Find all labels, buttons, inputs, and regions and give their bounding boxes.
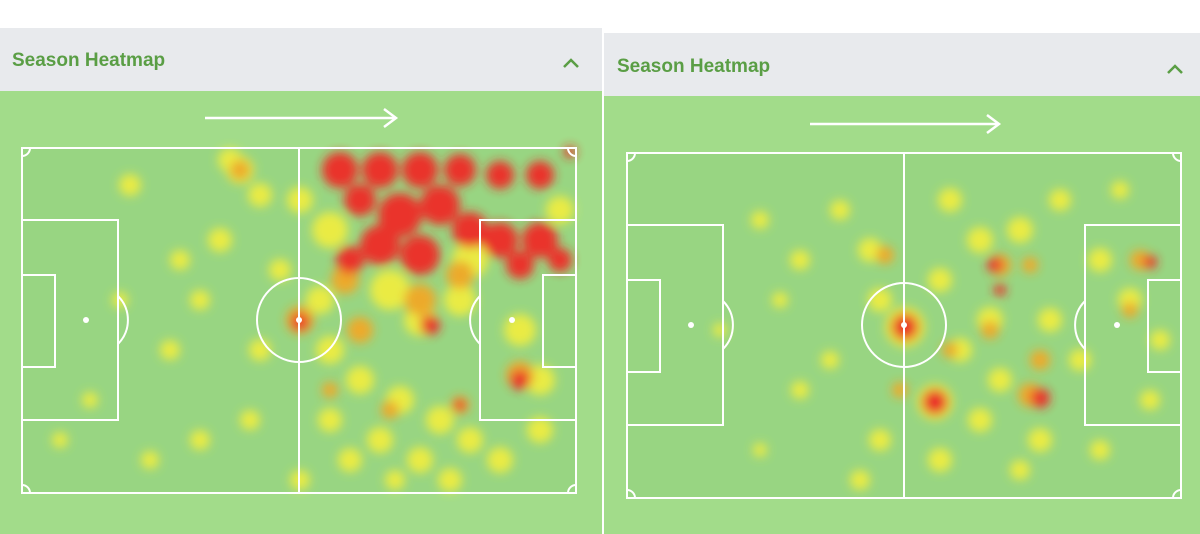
attack-direction-arrow — [810, 114, 1002, 134]
panel-title: Season Heatmap — [12, 50, 165, 71]
panel: Season Heatmap — [604, 33, 1200, 534]
collapse-chevron[interactable] — [563, 58, 579, 68]
panel-header — [0, 28, 602, 91]
collapse-chevron[interactable] — [1167, 64, 1183, 74]
panel: Season Heatmap — [0, 28, 602, 534]
panel-header — [604, 33, 1200, 96]
panel-title: Season Heatmap — [617, 56, 770, 77]
attack-direction-arrow — [205, 108, 399, 128]
heatmap — [52, 146, 576, 492]
heatmap — [713, 181, 1170, 490]
